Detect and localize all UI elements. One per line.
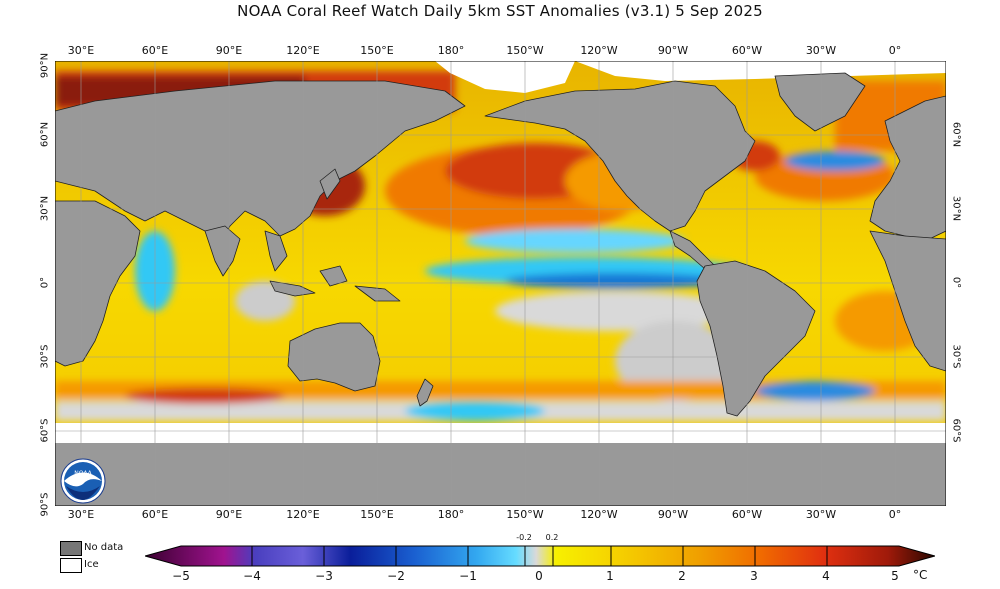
top-lon-label: 90°W xyxy=(657,44,689,57)
logo-text: NOAA xyxy=(74,470,92,477)
ice-swatch xyxy=(60,558,82,573)
right-lat-label: 60°S xyxy=(950,418,962,443)
left-lat-label: 90°S xyxy=(39,492,51,517)
colorbar-tick-label: −3 xyxy=(315,569,333,583)
top-lon-label: 30°E xyxy=(67,44,95,57)
sea-ice-south xyxy=(55,423,946,443)
top-lon-label: 60°E xyxy=(141,44,169,57)
left-lat-label: 90°N xyxy=(39,52,51,79)
land-masses xyxy=(55,72,946,417)
graticule xyxy=(55,61,946,506)
colorbar-tick-label: 4 xyxy=(822,569,830,583)
map-title: NOAA Coral Reef Watch Daily 5km SST Anom… xyxy=(237,2,763,20)
colorbar-tick-label: −4 xyxy=(243,569,261,583)
left-lat-label: 30°S xyxy=(39,344,51,369)
top-lon-label: 30°W xyxy=(805,44,837,57)
colorbar-small-tick-neg: -0.2 xyxy=(516,533,532,542)
sst-anomaly-map xyxy=(55,61,946,506)
ice-label: Ice xyxy=(84,559,99,570)
top-lon-label: 120°W xyxy=(580,44,618,57)
colorbar xyxy=(145,545,935,567)
bottom-lon-label: 90°W xyxy=(657,508,689,521)
bottom-lon-label: 90°E xyxy=(215,508,243,521)
bottom-lon-label: 30°W xyxy=(805,508,837,521)
left-lat-label: 30°N xyxy=(39,195,51,222)
colorbar-tick-label: −5 xyxy=(172,569,190,583)
left-lat-label: 60°N xyxy=(39,121,51,148)
bottom-lon-label: 60°E xyxy=(141,508,169,521)
noaa-logo: NOAA xyxy=(60,458,106,504)
top-lon-label: 150°E xyxy=(360,44,394,57)
bottom-lon-label: 60°W xyxy=(731,508,763,521)
top-lon-label: 150°W xyxy=(506,44,544,57)
colorbar-tick-label: −2 xyxy=(387,569,405,583)
colorbar-unit: °C xyxy=(913,568,928,582)
top-lon-label: 60°W xyxy=(731,44,763,57)
top-lon-label: 180° xyxy=(437,44,465,57)
colorbar-tick-label: 0 xyxy=(535,569,543,583)
bottom-lon-label: 180° xyxy=(437,508,465,521)
sea-ice-north xyxy=(435,61,575,93)
colorbar-tick-label: 1 xyxy=(606,569,614,583)
colorbar-tick-label: 5 xyxy=(891,569,899,583)
colorbar-tick-label: 3 xyxy=(750,569,758,583)
bottom-lon-label: 150°E xyxy=(360,508,394,521)
colorbar-small-tick-pos: 0.2 xyxy=(545,533,559,542)
bottom-lon-label: 30°E xyxy=(67,508,95,521)
bottom-lon-label: 120°E xyxy=(286,508,320,521)
bottom-lon-label: 150°W xyxy=(506,508,544,521)
antarctica-land xyxy=(55,431,946,506)
right-lat-label: 30°N xyxy=(950,195,962,222)
no-data-swatch xyxy=(60,541,82,556)
top-lon-label: 0° xyxy=(888,44,902,57)
colorbar-tick-label: −1 xyxy=(459,569,477,583)
left-lat-label: 0° xyxy=(39,276,51,289)
colorbar-tick-label: 2 xyxy=(678,569,686,583)
bottom-lon-label: 120°W xyxy=(580,508,618,521)
right-lat-label: 60°N xyxy=(950,121,962,148)
top-lon-label: 120°E xyxy=(286,44,320,57)
top-lon-label: 90°E xyxy=(215,44,243,57)
right-lat-label: 30°S xyxy=(950,344,962,369)
right-lat-label: 0° xyxy=(950,276,962,289)
bottom-lon-label: 0° xyxy=(888,508,902,521)
left-lat-label: 60°S xyxy=(39,418,51,443)
no-data-label: No data xyxy=(84,542,124,553)
